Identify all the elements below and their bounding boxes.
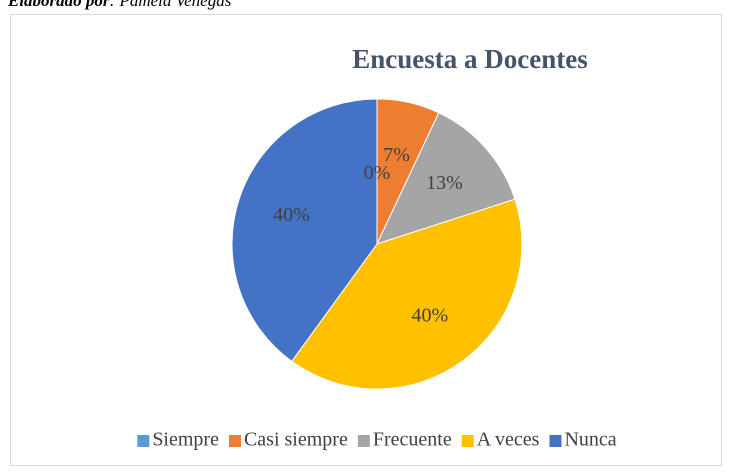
legend-swatch — [461, 435, 474, 447]
caption-label: Elaborado por — [7, 0, 110, 10]
data-label: 0% — [364, 162, 391, 184]
legend-label: Nunca — [564, 429, 616, 451]
data-label: 40% — [273, 204, 310, 226]
chart-title: Encuesta a Docentes — [352, 44, 587, 74]
legend-swatch — [549, 435, 562, 447]
data-label: 7% — [383, 144, 410, 166]
legend-swatch — [357, 435, 370, 447]
legend-label: Casi siempre — [244, 429, 348, 451]
legend-swatch — [228, 435, 241, 447]
pie-slice — [231, 98, 378, 363]
legend-swatch — [137, 435, 150, 447]
pie-slice — [376, 112, 516, 245]
caption: Elaborado por: Pamela Venegas — [7, 0, 232, 10]
legend-label: Siempre — [152, 429, 219, 451]
caption-text: : Pamela Venegas — [110, 0, 232, 10]
legend-label: A veces — [477, 429, 540, 451]
pie-slice — [291, 198, 523, 390]
data-label: 13% — [426, 172, 463, 194]
data-label: 40% — [412, 304, 449, 326]
legend-label: Frecuente — [373, 429, 452, 451]
